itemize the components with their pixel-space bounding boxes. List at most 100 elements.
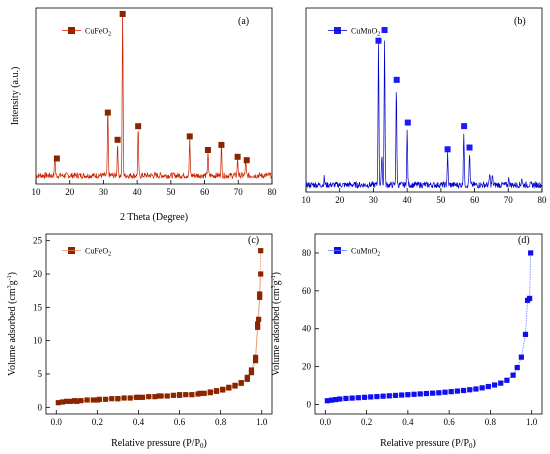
- isotherm-point: [189, 392, 195, 398]
- isotherm-point: [514, 364, 520, 371]
- panel-label: (d): [518, 235, 530, 246]
- isotherm-point: [257, 294, 263, 300]
- y-tick-label: 40: [302, 324, 312, 334]
- pattern-line: [305, 40, 543, 190]
- legend: CuFeO2: [62, 27, 111, 38]
- isotherm-point: [59, 399, 66, 405]
- isotherm-point: [127, 395, 133, 401]
- isotherm-point: [337, 396, 343, 402]
- legend: CuMnO2: [328, 27, 380, 38]
- y-tick-label: 60: [302, 286, 312, 296]
- isotherm-point: [355, 395, 361, 401]
- tick-labels: 10 20 30 40 50 60 70 80: [302, 195, 548, 205]
- isotherm-point: [201, 390, 207, 396]
- isotherm-point: [258, 271, 264, 277]
- y-tick-label: 20: [302, 362, 312, 372]
- isotherm-point: [454, 388, 460, 394]
- isotherm-point: [460, 387, 467, 394]
- isotherm-lines: [327, 252, 532, 402]
- isotherm-point: [176, 392, 183, 398]
- x-tick-label: 60: [470, 195, 480, 205]
- isotherm-point: [78, 398, 84, 404]
- x-tick-label: 70: [504, 195, 514, 205]
- peak-marker: [119, 11, 126, 17]
- x-tick-label: 1.0: [256, 417, 268, 427]
- isotherm-point: [423, 390, 430, 397]
- isotherm-point: [256, 316, 262, 322]
- isotherm-point: [183, 392, 189, 398]
- isotherm-point: [146, 394, 152, 400]
- x-tick-label: 40: [133, 187, 143, 197]
- isotherm-point: [74, 398, 80, 404]
- peak-marker: [444, 146, 451, 153]
- isotherm-point: [436, 390, 442, 396]
- isotherm-point: [328, 397, 335, 403]
- isotherm-point: [343, 395, 349, 402]
- isotherm-line: [58, 273, 262, 404]
- isotherm-point: [63, 398, 70, 404]
- tick-labels: 0.0 0.2 0.4 0.6 0.8 1.0 0 5 10 15 20 25: [33, 236, 268, 427]
- peak-marker: [204, 147, 211, 153]
- isotherm-point: [399, 392, 405, 398]
- isotherm-point: [467, 387, 473, 393]
- x-tick-label: 0.8: [215, 417, 227, 427]
- x-tick-label: 1.0: [526, 417, 538, 427]
- isotherm-point: [368, 394, 374, 400]
- isotherm-point: [491, 382, 498, 388]
- y-tick-label: 5: [38, 369, 43, 379]
- isotherm-point: [498, 380, 504, 386]
- isotherm-point: [170, 392, 176, 398]
- x-axis-label: 2 Theta (Degree): [120, 212, 188, 223]
- ticks: [35, 180, 273, 184]
- y-axis-label: Volume adsorbed (cm3g-1): [7, 272, 18, 376]
- xrd-panel-cumno2: 10 20 30 40 50 60 70 80 CuMnO2 (b): [302, 7, 548, 205]
- isotherm-point: [84, 397, 90, 403]
- peak-marker: [461, 123, 468, 130]
- isotherm-point: [255, 324, 261, 330]
- isotherm-point: [252, 358, 259, 364]
- peak-marker: [186, 133, 193, 140]
- panel-label: (a): [238, 16, 249, 27]
- isotherm-point: [248, 370, 255, 376]
- isotherm-point: [392, 392, 399, 399]
- x-tick-label: 30: [99, 187, 109, 197]
- isotherm-point: [255, 321, 261, 327]
- panel-label: (b): [514, 16, 526, 27]
- y-tick-label: 15: [33, 302, 43, 312]
- isotherm-point: [380, 393, 386, 399]
- isotherm-point: [510, 372, 516, 378]
- y-axis-label: Intensity (a.u.): [10, 67, 21, 126]
- peak-marker: [53, 155, 60, 162]
- isotherm-point: [361, 394, 368, 400]
- plot-frame: [314, 233, 543, 415]
- y-axis-label: Volume adsorbed (cm3g-1): [271, 272, 282, 376]
- plot-frame: [45, 233, 273, 415]
- x-tick-label: 0.4: [133, 417, 145, 427]
- isotherm-point: [232, 382, 238, 388]
- isotherm-point: [68, 398, 74, 404]
- isotherm-point: [109, 396, 115, 402]
- isotherm-point: [528, 250, 534, 256]
- y-tick-label: 10: [33, 336, 43, 346]
- x-tick-label: 50: [166, 187, 176, 197]
- x-tick-label: 0.6: [444, 417, 456, 427]
- peak-markers: [53, 11, 250, 164]
- legend-label: CuMnO2: [351, 247, 380, 258]
- isotherm-point: [197, 390, 203, 396]
- isotherm-point: [405, 392, 411, 398]
- x-tick-label: 0.2: [361, 417, 372, 427]
- isotherm-point: [518, 354, 524, 360]
- peak-marker: [104, 109, 111, 116]
- x-tick-label: 0.8: [485, 417, 497, 427]
- isotherm-point: [411, 391, 417, 397]
- isotherm-point: [522, 331, 529, 338]
- isotherm-point: [252, 354, 259, 360]
- x-tick-label: 10: [302, 195, 312, 205]
- isotherm-point: [94, 397, 100, 403]
- peak-markers: [375, 27, 473, 153]
- isotherm-line: [76, 250, 262, 402]
- x-tick-label: 40: [403, 195, 413, 205]
- legend-label: CuMnO2: [351, 27, 380, 38]
